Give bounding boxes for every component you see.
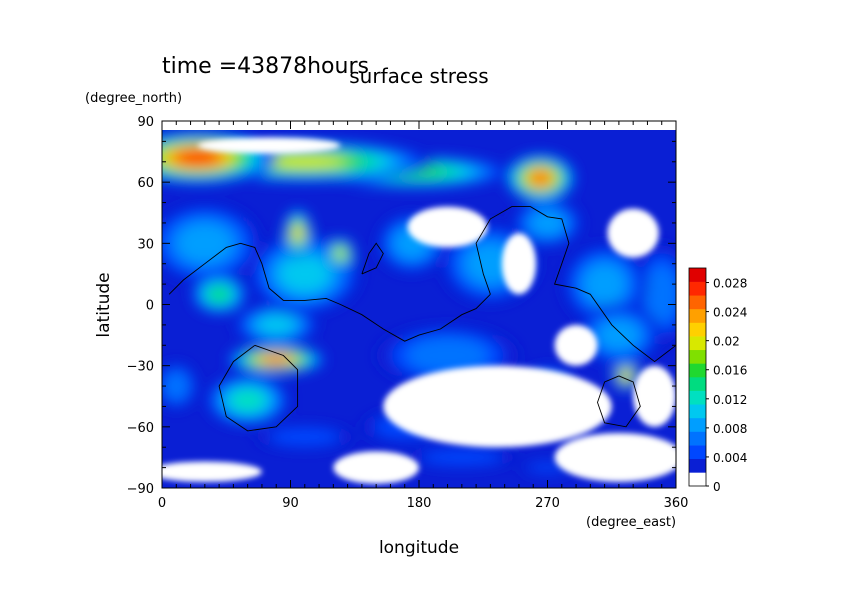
low-stress-region — [633, 365, 676, 427]
field-blob — [597, 320, 640, 351]
colorbar-segment — [689, 349, 706, 364]
y-tick-label: −90 — [127, 482, 154, 497]
colorbar-tick-label: 0.028 — [713, 277, 747, 291]
coastline — [475, 206, 676, 363]
colorbar-segment — [689, 458, 706, 473]
colorbar-segment — [689, 308, 706, 323]
x-tick-label: 270 — [535, 496, 560, 511]
field-blob — [268, 428, 341, 446]
field-blob — [280, 256, 330, 292]
x-tick-label: 180 — [407, 496, 432, 511]
low-stress-region — [197, 137, 341, 154]
colorbar-segment — [689, 390, 706, 405]
colorbar-tick-label: 0.008 — [713, 422, 747, 436]
chart-title: surface stress — [349, 64, 488, 88]
colorbar-segment — [689, 363, 706, 378]
x-tick-label: 0 — [158, 496, 166, 511]
colorbar-segment — [689, 336, 706, 351]
colorbar-segment — [689, 295, 706, 310]
field-blob — [257, 316, 295, 334]
colorbar-segment — [689, 417, 706, 432]
colorbar-segment — [689, 377, 706, 391]
colorbar-tick-label: 0.024 — [713, 306, 747, 320]
field-blob — [406, 337, 489, 374]
field-blob — [530, 210, 565, 235]
colorbar-tick-label: 0.004 — [713, 451, 747, 465]
stress-field — [162, 130, 676, 488]
colorbar: 0 0.004 0.008 0.012 0.016 0.02 0.024 0.028 — [688, 267, 747, 494]
coastline — [168, 242, 491, 342]
y-tick-label: 30 — [137, 237, 154, 252]
y-tick-label: −60 — [127, 421, 154, 436]
field-blob — [420, 450, 503, 465]
field-blob — [163, 371, 189, 401]
time-label: time =43878hours — [162, 54, 369, 79]
colorbar-segment — [689, 281, 706, 296]
colorbar-tick-label: 0.02 — [713, 335, 740, 349]
low-stress-region — [554, 432, 676, 482]
low-stress-region — [554, 324, 598, 366]
colorbar-segment — [689, 268, 706, 282]
y-tick-label: 0 — [146, 299, 154, 314]
low-stress-region — [162, 461, 262, 482]
colorbar-segment — [689, 472, 706, 487]
field-blob — [336, 248, 345, 259]
coastline — [597, 375, 641, 428]
coastlines — [168, 206, 676, 432]
field-blob — [293, 226, 302, 241]
colorbar-frame — [688, 267, 707, 487]
colorbar-segment — [689, 404, 706, 419]
y-axis-label: latitude — [94, 272, 114, 337]
y-tick-label: −30 — [127, 360, 154, 375]
colorbar-tick-label: 0.016 — [713, 364, 747, 378]
field-blob — [230, 389, 265, 411]
low-stress-region — [407, 206, 488, 248]
field-blob — [176, 223, 233, 264]
colorbar-segment — [689, 322, 706, 337]
colorbar-tick-label: 0 — [713, 480, 721, 494]
field-blob — [177, 150, 219, 165]
x-units-label: (degree_east) — [586, 515, 676, 530]
y-axis-ticks: 90 60 30 0 −30 −60 −90 — [127, 115, 676, 497]
field-blob — [645, 265, 676, 324]
field-blob — [265, 155, 344, 168]
y-tick-label: 90 — [137, 115, 154, 130]
colorbar-segment — [689, 431, 706, 446]
low-stress-region — [607, 208, 659, 258]
x-axis-ticks: 0 90 180 270 360 — [158, 121, 689, 511]
field-blob — [530, 171, 551, 185]
field-blob — [583, 264, 626, 305]
coastline — [218, 344, 299, 432]
colorbar-segment — [689, 445, 706, 460]
low-stress-region — [501, 233, 537, 295]
y-units-label: (degree_north) — [85, 91, 182, 106]
y-tick-label: 60 — [137, 176, 154, 191]
field-blob — [262, 355, 290, 364]
low-stress-region — [333, 451, 419, 484]
colorbar-tick-label: 0.012 — [713, 393, 747, 407]
low-stress-region — [383, 365, 612, 448]
x-tick-label: 360 — [664, 496, 689, 511]
field-blob — [208, 286, 230, 302]
coastline — [361, 242, 384, 275]
x-tick-label: 90 — [282, 496, 299, 511]
field-blob — [527, 463, 568, 472]
x-axis-label: longitude — [379, 538, 459, 558]
